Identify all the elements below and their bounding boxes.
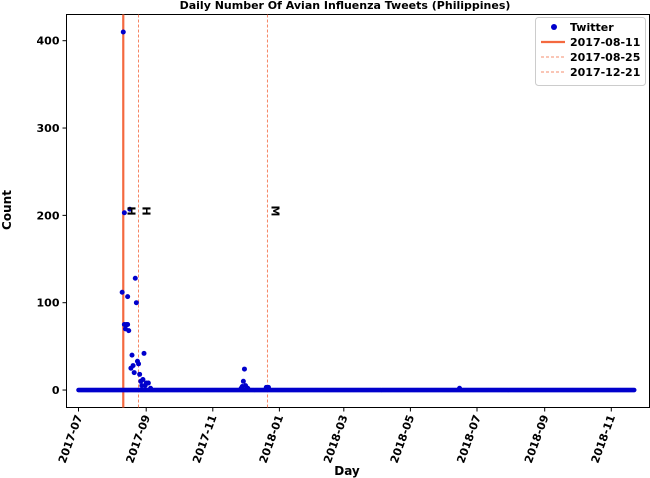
data-point-517 [125,322,131,328]
chart-title: Daily Number Of Avian Influenza Tweets (… [180,0,511,12]
x-tick-label-5: 2018-05 [388,413,417,465]
twitter-points [76,29,637,393]
y-tick-label-2: 200 [37,209,60,222]
data-point-512 [121,210,127,216]
legend-box [535,17,646,86]
x-tick-label-7: 2018-09 [522,413,551,465]
x-tick-label-4: 2018-03 [321,413,350,465]
legend-marker-twitter [551,24,557,30]
annotation-0: H [124,206,137,215]
y-axis-label: Count [0,190,14,230]
y-axis: 0 100 200 300 400 [37,35,67,397]
data-point-535 [145,380,151,386]
legend: Twitter 2017-08-11 2017-08-25 2017-12-21 [535,17,646,86]
data-point-539 [240,378,246,384]
y-tick-label-3: 300 [37,122,60,135]
data-point-509 [631,387,637,393]
data-point-527 [136,361,142,367]
annotation-1: H [140,206,153,215]
data-point-525 [133,300,139,306]
data-point-542 [245,385,251,391]
annotation-2: M [268,206,281,217]
data-point-518 [126,328,132,334]
data-point-511 [120,29,126,35]
x-tick-label-0: 2017-07 [56,413,85,465]
y-tick-label-4: 400 [37,35,60,48]
data-point-536 [148,385,154,391]
x-tick-label-2: 2017-11 [190,413,219,465]
data-point-522 [130,363,136,369]
legend-label-line-0: 2017-08-11 [570,36,640,49]
legend-label-line-2: 2017-12-21 [570,66,640,79]
data-point-516 [125,294,131,300]
data-point-544 [265,384,271,390]
data-point-531 [140,377,146,383]
x-axis: 2017-07 2017-09 2017-11 2018-01 2018-03 2018-… [56,407,618,465]
x-tick-label-6: 2018-07 [454,413,483,465]
data-point-524 [132,275,138,281]
x-tick-label-8: 2018-11 [589,413,618,465]
data-point-528 [137,371,143,377]
data-point-519 [127,206,133,212]
data-point-523 [131,370,137,376]
x-tick-label-1: 2017-09 [124,413,153,465]
legend-label-line-1: 2017-08-25 [570,51,640,64]
data-point-521 [129,352,135,358]
x-axis-label: Day [334,464,360,478]
data-point-540 [241,366,247,372]
y-tick-label-0: 0 [52,384,60,397]
data-point-545 [457,385,463,391]
legend-label-twitter: Twitter [570,21,614,34]
data-point-510 [119,289,125,295]
x-tick-label-3: 2018-01 [257,413,286,465]
data-point-532 [141,350,147,356]
y-tick-label-1: 100 [37,297,60,310]
